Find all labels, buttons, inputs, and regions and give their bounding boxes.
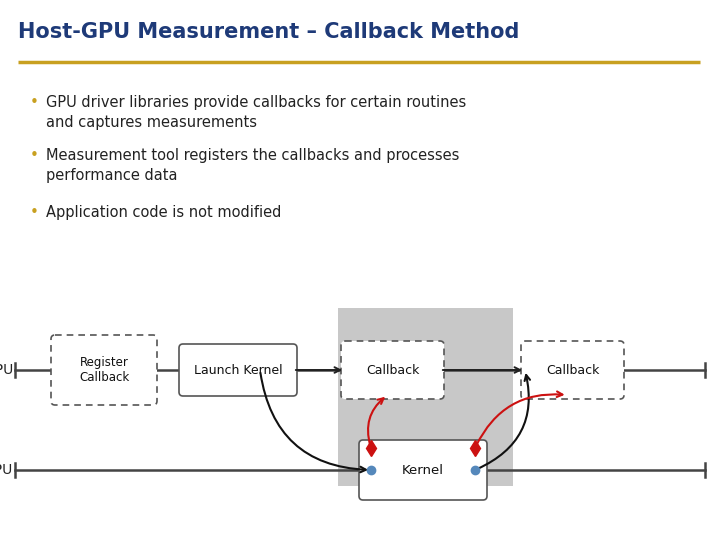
Bar: [338, 308, 513, 486]
FancyBboxPatch shape: [521, 341, 624, 399]
Text: Measurement tool registers the callbacks and processes
performance data: Measurement tool registers the callbacks…: [46, 148, 459, 183]
Text: Callback: Callback: [546, 363, 599, 376]
Text: •: •: [30, 205, 39, 220]
Text: Kernel: Kernel: [402, 463, 444, 476]
Text: •: •: [30, 148, 39, 163]
Text: •: •: [30, 95, 39, 110]
Text: Register
Callback: Register Callback: [79, 356, 129, 384]
FancyBboxPatch shape: [51, 335, 157, 405]
Text: Application code is not modified: Application code is not modified: [46, 205, 282, 220]
FancyBboxPatch shape: [359, 440, 487, 500]
Text: GPU driver libraries provide callbacks for certain routines
and captures measure: GPU driver libraries provide callbacks f…: [46, 95, 467, 130]
FancyBboxPatch shape: [341, 341, 444, 399]
Text: GPU: GPU: [0, 463, 13, 477]
Text: Launch Kernel: Launch Kernel: [194, 363, 282, 376]
FancyBboxPatch shape: [179, 344, 297, 396]
Text: CPU: CPU: [0, 363, 13, 377]
Text: Host-GPU Measurement – Callback Method: Host-GPU Measurement – Callback Method: [18, 22, 519, 42]
Text: Callback: Callback: [366, 363, 419, 376]
